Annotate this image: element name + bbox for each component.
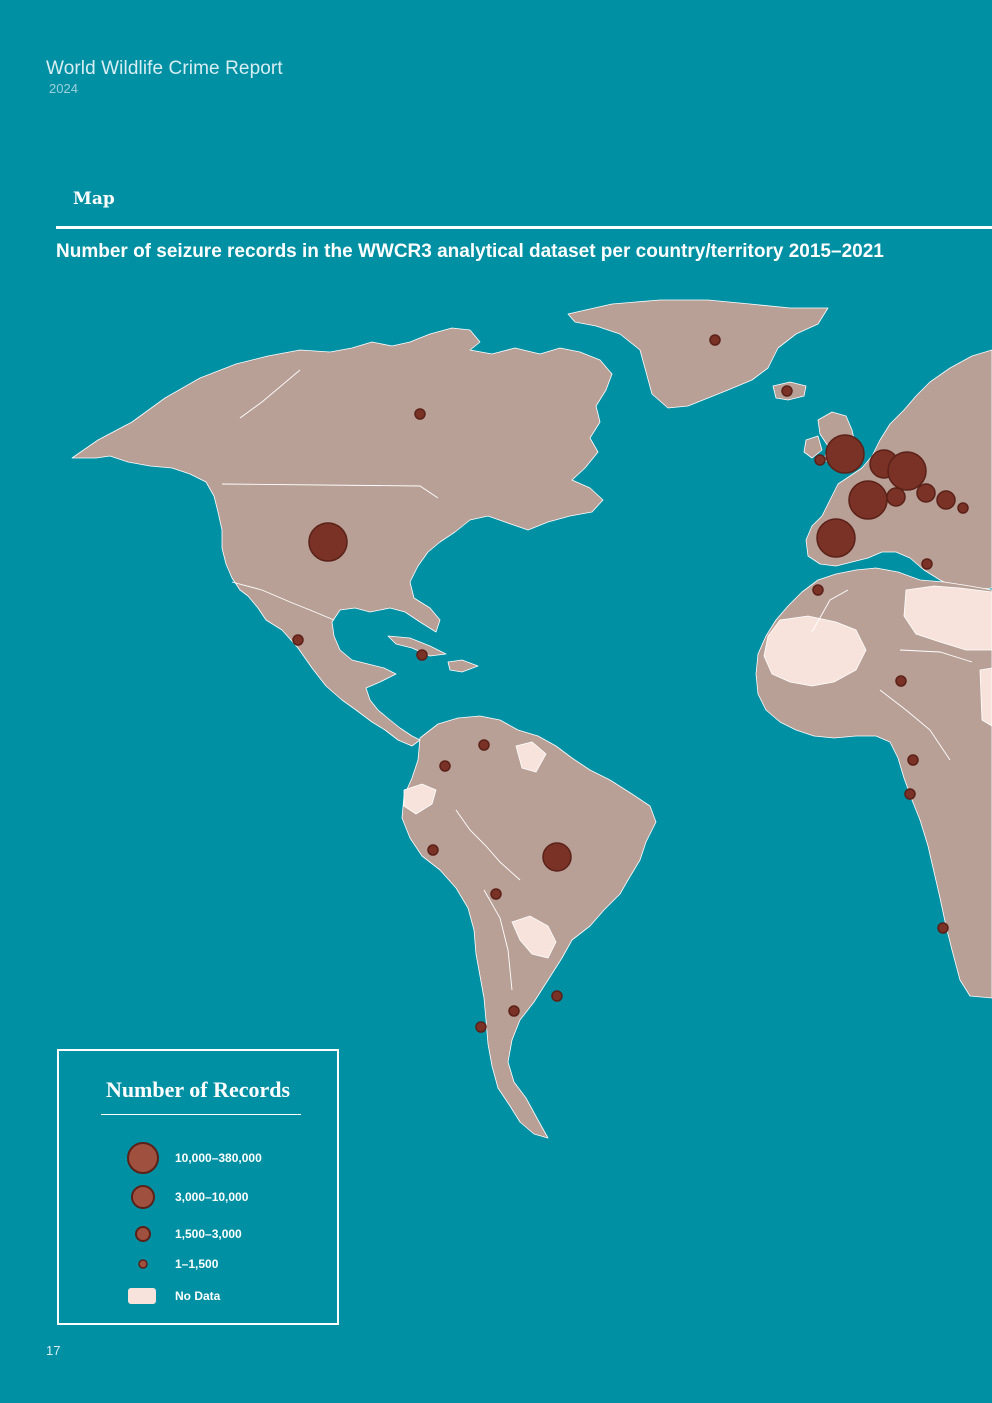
- seizure-marker[interactable]: [812, 584, 824, 596]
- seizure-marker[interactable]: [916, 483, 936, 503]
- legend-item-sm: 1–1,500: [59, 1249, 337, 1279]
- seizure-marker[interactable]: [816, 518, 856, 558]
- legend-circle-xl-icon: [127, 1142, 159, 1174]
- legend-label: 1,500–3,000: [175, 1227, 242, 1241]
- legend-item-xl: 10,000–380,000: [59, 1142, 337, 1174]
- legend-item-lg: 3,000–10,000: [59, 1182, 337, 1212]
- seizure-marker[interactable]: [904, 788, 916, 800]
- seizure-marker[interactable]: [957, 502, 969, 514]
- report-title: World Wildlife Crime Report: [46, 58, 283, 79]
- land-layer: [71, 299, 992, 1139]
- libya-algeria-region: [903, 585, 992, 651]
- seizure-marker[interactable]: [439, 760, 451, 772]
- no-data-layer: [403, 585, 992, 959]
- legend: Number of Records 10,000–380,000 3,000–1…: [57, 1049, 339, 1325]
- seizure-marker[interactable]: [709, 334, 721, 346]
- seizure-marker[interactable]: [887, 451, 927, 491]
- ecuador: [403, 783, 437, 815]
- ireland: [803, 435, 823, 459]
- seizure-marker[interactable]: [551, 990, 563, 1002]
- seizure-marker[interactable]: [478, 739, 490, 751]
- seizure-marker[interactable]: [475, 1021, 487, 1033]
- legend-divider: [101, 1114, 301, 1115]
- world-map[interactable]: [0, 290, 992, 1170]
- seizure-marker[interactable]: [895, 675, 907, 687]
- legend-label: 10,000–380,000: [175, 1151, 262, 1165]
- cuba: [387, 635, 447, 657]
- no-data-swatch-icon: [128, 1288, 156, 1304]
- guyana-suriname: [515, 741, 547, 773]
- seizure-marker[interactable]: [508, 1005, 520, 1017]
- seizure-marker[interactable]: [936, 490, 956, 510]
- seizure-marker[interactable]: [886, 487, 906, 507]
- map-title: Number of seizure records in the WWCR3 a…: [56, 241, 884, 262]
- hispaniola: [447, 659, 479, 673]
- legend-item-no-data: No Data: [59, 1281, 337, 1311]
- seizure-marker[interactable]: [490, 888, 502, 900]
- paraguay: [511, 915, 557, 959]
- legend-label: 1–1,500: [175, 1257, 219, 1271]
- seizure-markers: [292, 334, 969, 1033]
- seizure-marker[interactable]: [416, 649, 428, 661]
- seizure-marker[interactable]: [848, 480, 888, 520]
- section-divider: [56, 226, 992, 229]
- seizure-marker[interactable]: [907, 754, 919, 766]
- legend-circle-lg-icon: [131, 1185, 155, 1209]
- legend-circle-sm-icon: [138, 1259, 148, 1269]
- sudan-region: [979, 667, 992, 727]
- section-label: Map: [73, 189, 115, 209]
- seizure-marker[interactable]: [308, 522, 348, 562]
- report-year: 2024: [49, 81, 78, 96]
- seizure-marker[interactable]: [825, 434, 865, 474]
- seizure-marker[interactable]: [921, 558, 933, 570]
- legend-circle-md-icon: [135, 1226, 151, 1242]
- report-header: World Wildlife Crime Report 2024: [46, 58, 283, 96]
- seizure-marker[interactable]: [414, 408, 426, 420]
- legend-title: Number of Records: [105, 1077, 291, 1102]
- seizure-marker[interactable]: [292, 634, 304, 646]
- border-lines: [221, 369, 973, 991]
- legend-label: 3,000–10,000: [175, 1190, 249, 1204]
- seizure-marker[interactable]: [937, 922, 949, 934]
- seizure-marker[interactable]: [427, 844, 439, 856]
- mauritania-region: [763, 615, 867, 687]
- page-number: 17: [46, 1343, 61, 1358]
- seizure-marker[interactable]: [542, 842, 572, 872]
- legend-item-md: 1,500–3,000: [59, 1219, 337, 1249]
- legend-label: No Data: [175, 1289, 221, 1303]
- seizure-marker[interactable]: [814, 454, 826, 466]
- seizure-marker[interactable]: [781, 385, 793, 397]
- greenland: [567, 299, 829, 409]
